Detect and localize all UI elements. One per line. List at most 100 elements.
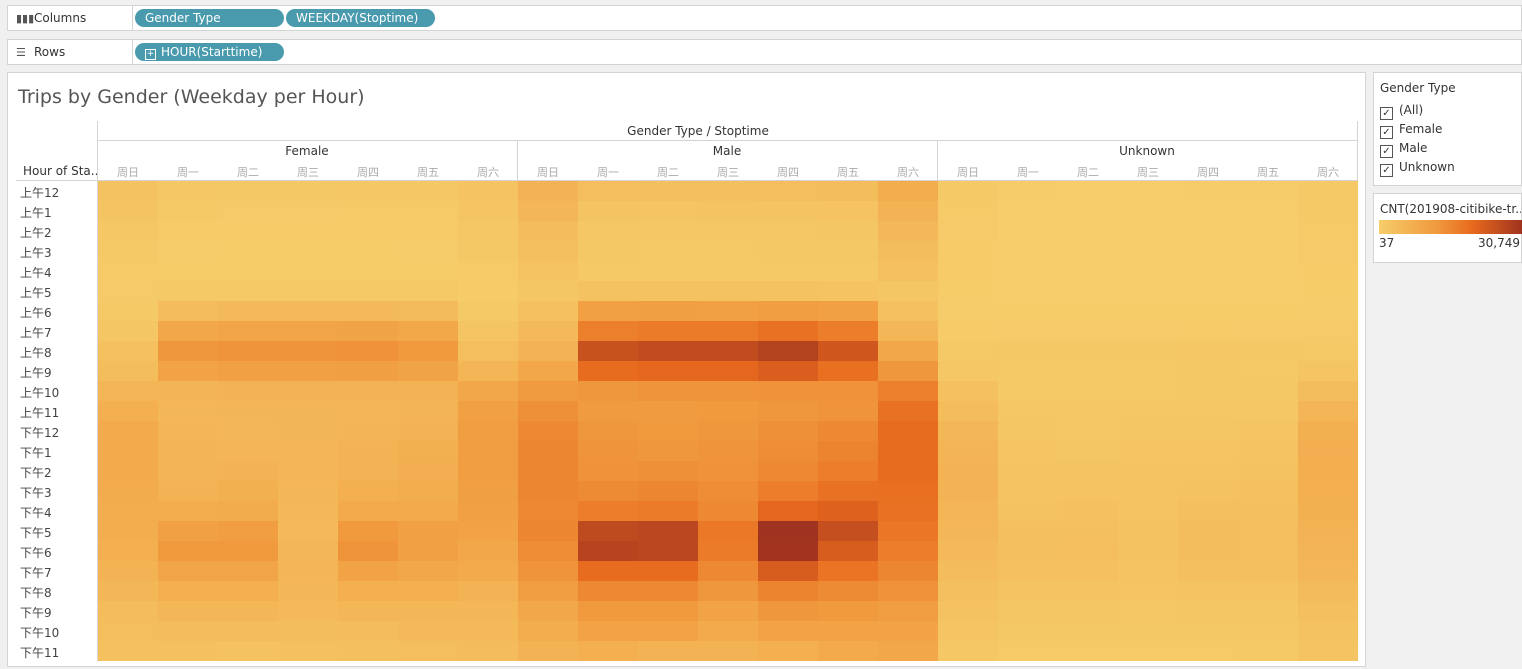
heat-cell-unknown-0-12[interactable] [938, 421, 998, 441]
heat-cell-female-1-11[interactable] [158, 401, 218, 421]
heat-cell-unknown-5-14[interactable] [1238, 461, 1298, 481]
heat-cell-unknown-2-19[interactable] [1058, 561, 1118, 581]
heat-cell-unknown-2-20[interactable] [1058, 581, 1118, 601]
heat-cell-unknown-3-20[interactable] [1118, 581, 1178, 601]
heat-cell-unknown-6-10[interactable] [1298, 381, 1358, 401]
heat-cell-female-3-20[interactable] [278, 581, 338, 601]
heat-cell-female-5-22[interactable] [398, 621, 458, 641]
heat-cell-unknown-1-11[interactable] [998, 401, 1058, 421]
heat-cell-female-6-11[interactable] [458, 401, 518, 421]
heat-cell-male-3-15[interactable] [698, 481, 758, 501]
heat-cell-male-0-20[interactable] [518, 581, 578, 601]
heat-cell-unknown-2-12[interactable] [1058, 421, 1118, 441]
heat-cell-female-4-23[interactable] [338, 641, 398, 661]
heat-cell-male-0-23[interactable] [518, 641, 578, 661]
heat-cell-female-2-1[interactable] [218, 201, 278, 221]
heat-cell-male-0-6[interactable] [518, 301, 578, 321]
heat-cell-female-5-12[interactable] [398, 421, 458, 441]
heat-cell-female-4-4[interactable] [338, 261, 398, 281]
heat-cell-unknown-1-16[interactable] [998, 501, 1058, 521]
heat-cell-female-2-8[interactable] [218, 341, 278, 361]
heat-cell-female-3-17[interactable] [278, 521, 338, 541]
heat-cell-female-0-18[interactable] [98, 541, 158, 561]
heat-cell-female-3-6[interactable] [278, 301, 338, 321]
heat-cell-female-0-14[interactable] [98, 461, 158, 481]
heat-cell-male-0-9[interactable] [518, 361, 578, 381]
heat-cell-male-0-22[interactable] [518, 621, 578, 641]
heat-cell-female-1-20[interactable] [158, 581, 218, 601]
heat-cell-female-6-14[interactable] [458, 461, 518, 481]
heat-cell-unknown-6-0[interactable] [1298, 181, 1358, 201]
heat-cell-female-6-12[interactable] [458, 421, 518, 441]
heat-cell-unknown-5-13[interactable] [1238, 441, 1298, 461]
heat-cell-male-3-21[interactable] [698, 601, 758, 621]
heat-cell-male-2-17[interactable] [638, 521, 698, 541]
heat-cell-male-1-6[interactable] [578, 301, 638, 321]
heat-cell-unknown-2-17[interactable] [1058, 521, 1118, 541]
heat-cell-female-3-15[interactable] [278, 481, 338, 501]
heat-cell-female-5-2[interactable] [398, 221, 458, 241]
heat-cell-unknown-0-21[interactable] [938, 601, 998, 621]
heat-cell-male-0-11[interactable] [518, 401, 578, 421]
heat-cell-female-6-10[interactable] [458, 381, 518, 401]
heat-cell-female-3-7[interactable] [278, 321, 338, 341]
heat-cell-female-5-8[interactable] [398, 341, 458, 361]
heat-cell-unknown-4-16[interactable] [1178, 501, 1238, 521]
heat-cell-male-6-2[interactable] [878, 221, 938, 241]
heat-cell-female-1-16[interactable] [158, 501, 218, 521]
heat-cell-male-0-4[interactable] [518, 261, 578, 281]
heat-cell-male-4-11[interactable] [758, 401, 818, 421]
heat-cell-male-5-17[interactable] [818, 521, 878, 541]
heat-cell-male-2-14[interactable] [638, 461, 698, 481]
heat-cell-unknown-3-1[interactable] [1118, 201, 1178, 221]
heat-cell-female-1-13[interactable] [158, 441, 218, 461]
heat-cell-unknown-1-7[interactable] [998, 321, 1058, 341]
heat-cell-male-2-8[interactable] [638, 341, 698, 361]
heat-cell-male-4-15[interactable] [758, 481, 818, 501]
heat-cell-male-2-21[interactable] [638, 601, 698, 621]
heat-cell-unknown-2-14[interactable] [1058, 461, 1118, 481]
heat-cell-female-1-17[interactable] [158, 521, 218, 541]
heat-cell-unknown-0-0[interactable] [938, 181, 998, 201]
heat-cell-female-0-4[interactable] [98, 261, 158, 281]
heat-cell-male-3-18[interactable] [698, 541, 758, 561]
heat-cell-female-6-7[interactable] [458, 321, 518, 341]
heat-cell-female-1-12[interactable] [158, 421, 218, 441]
heat-cell-unknown-3-17[interactable] [1118, 521, 1178, 541]
heat-cell-female-4-15[interactable] [338, 481, 398, 501]
heat-cell-male-6-5[interactable] [878, 281, 938, 301]
heat-cell-female-3-10[interactable] [278, 381, 338, 401]
heat-cell-male-1-16[interactable] [578, 501, 638, 521]
heat-cell-unknown-6-20[interactable] [1298, 581, 1358, 601]
heat-cell-male-1-20[interactable] [578, 581, 638, 601]
heat-cell-male-1-10[interactable] [578, 381, 638, 401]
heat-cell-unknown-2-22[interactable] [1058, 621, 1118, 641]
heat-cell-unknown-1-1[interactable] [998, 201, 1058, 221]
heat-cell-female-2-7[interactable] [218, 321, 278, 341]
heat-cell-male-5-19[interactable] [818, 561, 878, 581]
heat-cell-male-4-21[interactable] [758, 601, 818, 621]
heat-cell-male-6-20[interactable] [878, 581, 938, 601]
checkbox-checked-icon[interactable]: ✓ [1380, 107, 1393, 120]
heat-cell-female-1-5[interactable] [158, 281, 218, 301]
heat-cell-female-1-8[interactable] [158, 341, 218, 361]
heat-cell-unknown-3-6[interactable] [1118, 301, 1178, 321]
heat-cell-female-6-16[interactable] [458, 501, 518, 521]
heat-cell-unknown-0-20[interactable] [938, 581, 998, 601]
heat-cell-male-0-1[interactable] [518, 201, 578, 221]
heat-cell-female-0-5[interactable] [98, 281, 158, 301]
heat-cell-female-6-21[interactable] [458, 601, 518, 621]
heat-cell-unknown-5-1[interactable] [1238, 201, 1298, 221]
heat-cell-female-2-21[interactable] [218, 601, 278, 621]
heat-cell-unknown-3-21[interactable] [1118, 601, 1178, 621]
heat-cell-male-6-13[interactable] [878, 441, 938, 461]
heat-cell-unknown-0-2[interactable] [938, 221, 998, 241]
heat-cell-unknown-1-2[interactable] [998, 221, 1058, 241]
heat-cell-female-4-11[interactable] [338, 401, 398, 421]
heat-cell-unknown-1-12[interactable] [998, 421, 1058, 441]
heat-cell-female-0-19[interactable] [98, 561, 158, 581]
heat-cell-unknown-0-19[interactable] [938, 561, 998, 581]
heat-cell-unknown-3-8[interactable] [1118, 341, 1178, 361]
heat-cell-unknown-6-12[interactable] [1298, 421, 1358, 441]
heat-cell-unknown-2-3[interactable] [1058, 241, 1118, 261]
